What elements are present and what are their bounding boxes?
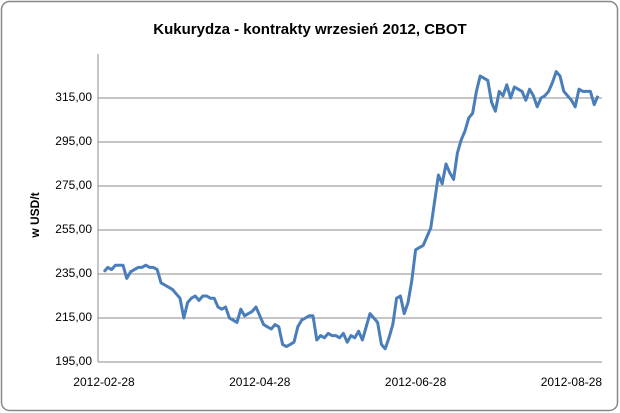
x-tick-label: 2012-08-28 (541, 375, 603, 389)
x-tick-label: 2012-06-28 (385, 375, 447, 389)
y-tick-label: 195,00 (55, 354, 92, 368)
y-tick-label: 295,00 (55, 134, 92, 148)
y-tick-label: 235,00 (55, 266, 92, 280)
x-tick-label: 2012-04-28 (229, 375, 291, 389)
y-tick-label: 275,00 (55, 178, 92, 192)
x-tick-label: 2012-02-28 (73, 375, 135, 389)
chart-title: Kukurydza - kontrakty wrzesień 2012, CBO… (153, 21, 466, 38)
y-tick-label: 255,00 (55, 222, 92, 236)
price-line (102, 70, 600, 351)
y-axis-label: w USD/t (28, 192, 42, 238)
y-tick-label: 215,00 (55, 310, 92, 324)
y-tick-label: 315,00 (55, 90, 92, 104)
